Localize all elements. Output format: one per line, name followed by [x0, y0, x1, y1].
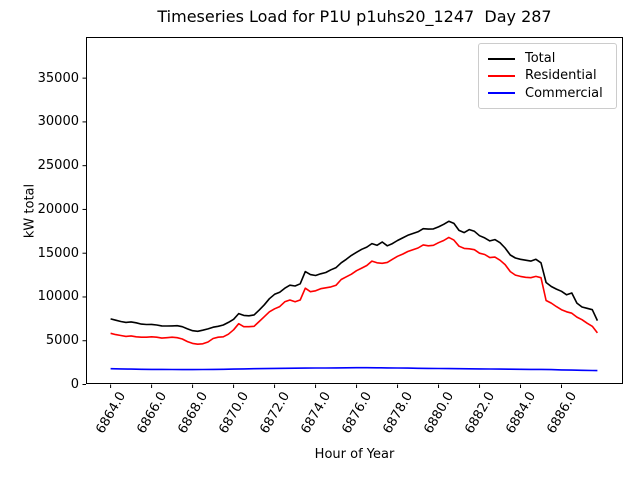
legend-line-swatch-total — [488, 57, 515, 60]
legend-line-swatch-residential — [488, 74, 515, 77]
legend-label: Commercial — [525, 85, 603, 101]
y-tick-label: 25000 — [37, 158, 79, 174]
legend-line-swatch-commercial — [488, 92, 515, 95]
series-line-commercial — [110, 366, 598, 372]
y-tick-label: 5000 — [45, 333, 79, 349]
series-line-total — [110, 220, 599, 333]
y-tick-label: 0 — [70, 377, 79, 392]
y-tick-label: 35000 — [37, 70, 79, 86]
y-tick-label: 10000 — [37, 289, 79, 305]
legend-item-residential: Residential — [488, 67, 608, 84]
chart-title: Timeseries Load for P1U p1uhs20_1247 Day… — [157, 7, 552, 26]
series-line-residential — [110, 236, 599, 346]
y-tick-label: 20000 — [37, 201, 79, 217]
y-tick-label: 15000 — [37, 245, 79, 261]
legend-label: Residential — [525, 68, 597, 84]
x-axis-label: Hour of Year — [314, 447, 395, 462]
legend-item-commercial: Commercial — [488, 85, 608, 102]
legend: Total Residential Commercial — [478, 43, 617, 109]
y-tick-label: 30000 — [37, 114, 79, 130]
legend-item-total: Total — [488, 50, 608, 67]
legend-label: Total — [525, 51, 556, 67]
